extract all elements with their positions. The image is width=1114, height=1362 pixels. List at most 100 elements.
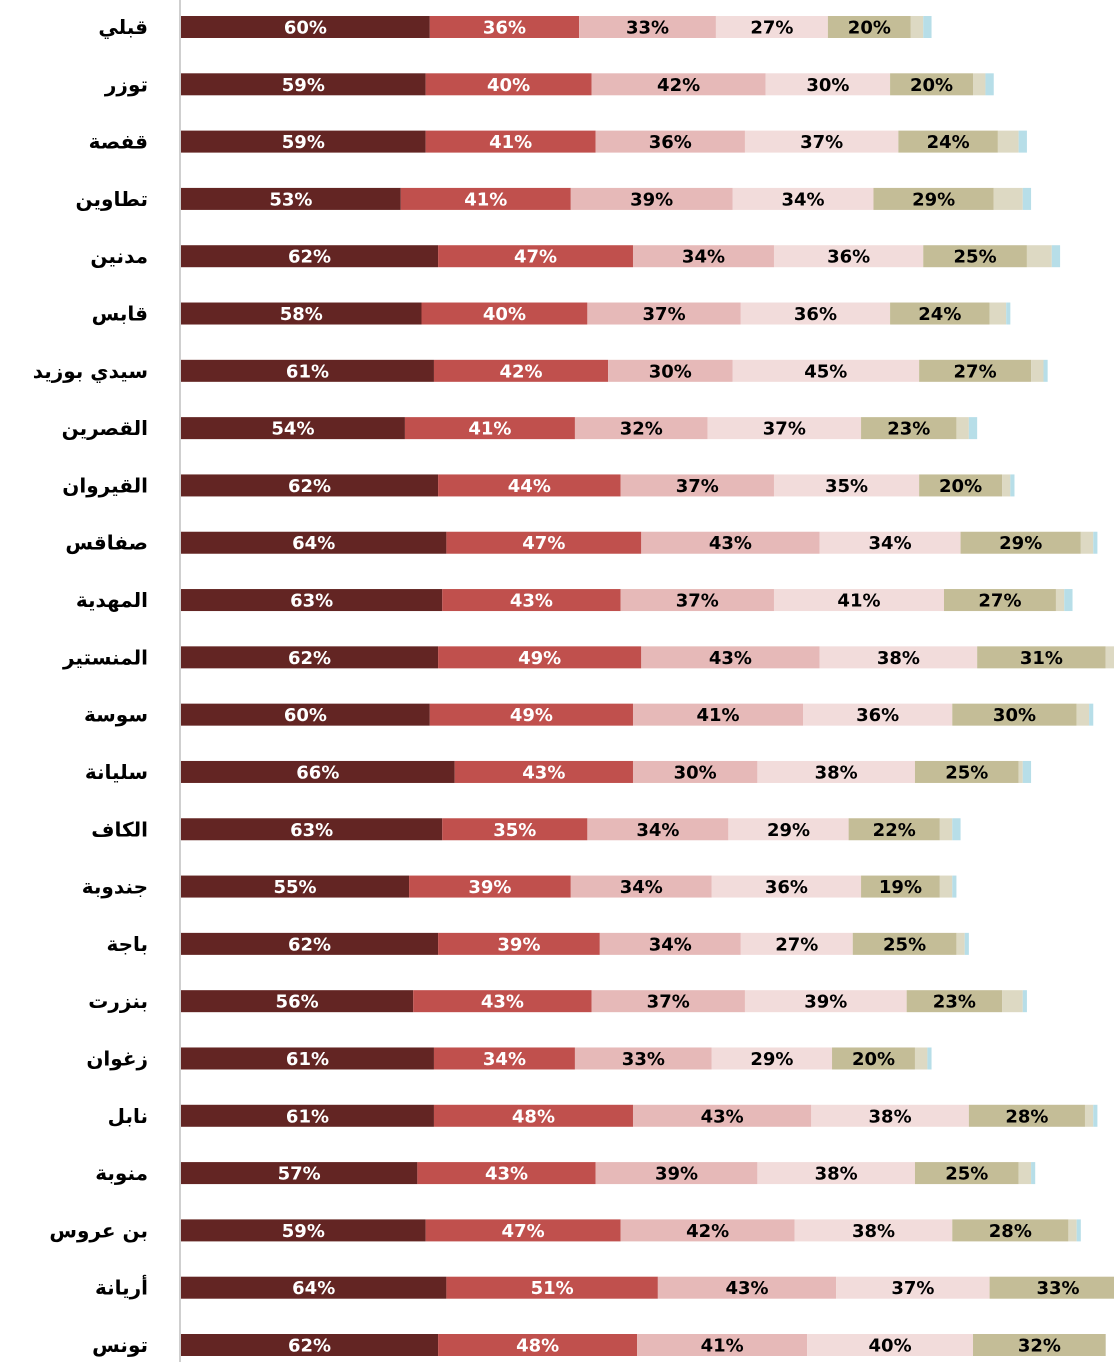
bar-segment <box>848 818 940 841</box>
value-label: 43% <box>701 1106 744 1127</box>
value-label: 37% <box>676 591 719 612</box>
value-label: 40% <box>487 75 530 96</box>
value-label: 36% <box>649 132 692 153</box>
value-label: 28% <box>1005 1106 1048 1127</box>
bar-segment <box>952 875 957 898</box>
bar-segment <box>757 1162 915 1185</box>
bar-segment <box>608 359 733 382</box>
category-label: قابس <box>92 302 148 326</box>
bar-segment <box>446 1276 658 1299</box>
bar-segment <box>898 130 998 153</box>
bar-segment <box>181 646 439 669</box>
bar-segment <box>181 1162 418 1185</box>
bar-segment <box>438 1334 638 1356</box>
bar-segment <box>181 16 430 38</box>
bar-segment <box>952 703 1077 726</box>
category-label: قفصة <box>89 130 148 154</box>
value-label: 59% <box>282 1221 325 1242</box>
bar-segment <box>773 474 920 497</box>
value-label: 36% <box>856 705 899 726</box>
bar-segment <box>181 474 439 497</box>
bar-segment <box>811 1104 969 1127</box>
bar-segment <box>1006 302 1011 325</box>
value-label: 42% <box>499 361 542 382</box>
bar-segment <box>923 245 1027 268</box>
bar-segment <box>923 16 932 38</box>
bar-segment <box>181 1104 434 1127</box>
value-label: 34% <box>483 1049 526 1070</box>
value-label: 27% <box>954 361 997 382</box>
bar-segment <box>1022 187 1032 210</box>
bar-segment <box>181 245 439 268</box>
bar-segment <box>989 302 1007 325</box>
value-label: 29% <box>767 820 810 841</box>
bar-segment <box>910 16 924 38</box>
bar-segment <box>413 990 592 1013</box>
bar-segment <box>425 130 596 153</box>
bar-segment <box>181 359 434 382</box>
bar-segment <box>1068 1219 1077 1242</box>
bar-segment <box>632 760 758 783</box>
bar-segment <box>939 818 953 841</box>
category-label: سوسة <box>84 703 148 727</box>
bar-segment <box>409 875 571 898</box>
bar-segment <box>433 1104 633 1127</box>
bar-segment <box>1010 474 1015 497</box>
value-label: 40% <box>869 1336 912 1357</box>
value-label: 59% <box>282 75 325 96</box>
bar-segment <box>794 1219 953 1242</box>
bar-segment <box>446 531 642 554</box>
bar-segment <box>181 531 447 554</box>
category-label: مدنين <box>90 244 148 268</box>
bar-segment <box>861 875 940 898</box>
category-label: منوبة <box>95 1161 148 1185</box>
bar-segment <box>620 1219 795 1242</box>
bar-segment <box>873 187 994 210</box>
bar-segment <box>832 1047 915 1070</box>
value-label: 29% <box>999 533 1042 554</box>
bar-segment <box>620 474 774 497</box>
bar-segment <box>570 875 712 898</box>
bar-segment <box>707 417 862 440</box>
category-label: المنستير <box>62 645 148 669</box>
bar-segment <box>1002 474 1011 497</box>
value-label: 47% <box>514 247 557 268</box>
value-label: 35% <box>493 820 536 841</box>
value-label: 30% <box>806 75 849 96</box>
bar-segment <box>1018 130 1027 153</box>
bar-segment <box>657 1276 837 1299</box>
bar-segment <box>943 589 1056 612</box>
value-label: 55% <box>273 877 316 898</box>
bar-segment <box>591 990 745 1013</box>
value-label: 24% <box>918 304 961 325</box>
value-label: 58% <box>280 304 323 325</box>
category-label: باجة <box>106 932 148 956</box>
bar-segment <box>997 130 1019 153</box>
value-label: 43% <box>522 762 565 783</box>
value-label: 29% <box>750 1049 793 1070</box>
value-label: 27% <box>978 591 1021 612</box>
bar-segment <box>181 187 401 210</box>
value-label: 51% <box>531 1278 574 1299</box>
value-label: 23% <box>887 419 930 440</box>
bar-segment <box>715 16 828 38</box>
value-label: 39% <box>468 877 511 898</box>
bar-segment <box>438 932 600 955</box>
bar-segment <box>429 16 580 38</box>
category-label: زغوان <box>86 1046 148 1070</box>
bar-segment <box>744 990 907 1013</box>
bar-segment <box>637 1334 808 1356</box>
bar-segment <box>1018 760 1023 783</box>
value-label: 22% <box>873 820 916 841</box>
bar-segment <box>641 646 820 669</box>
bar-segment <box>968 1104 1085 1127</box>
value-label: 41% <box>701 1336 744 1357</box>
value-label: 36% <box>794 304 837 325</box>
bar-segment <box>1031 359 1044 382</box>
bar-segment <box>591 73 766 96</box>
value-label: 30% <box>649 361 692 382</box>
bar-segment <box>1089 703 1094 726</box>
value-label: 44% <box>508 476 551 497</box>
value-label: 24% <box>927 132 970 153</box>
category-label: الكاف <box>91 817 148 841</box>
